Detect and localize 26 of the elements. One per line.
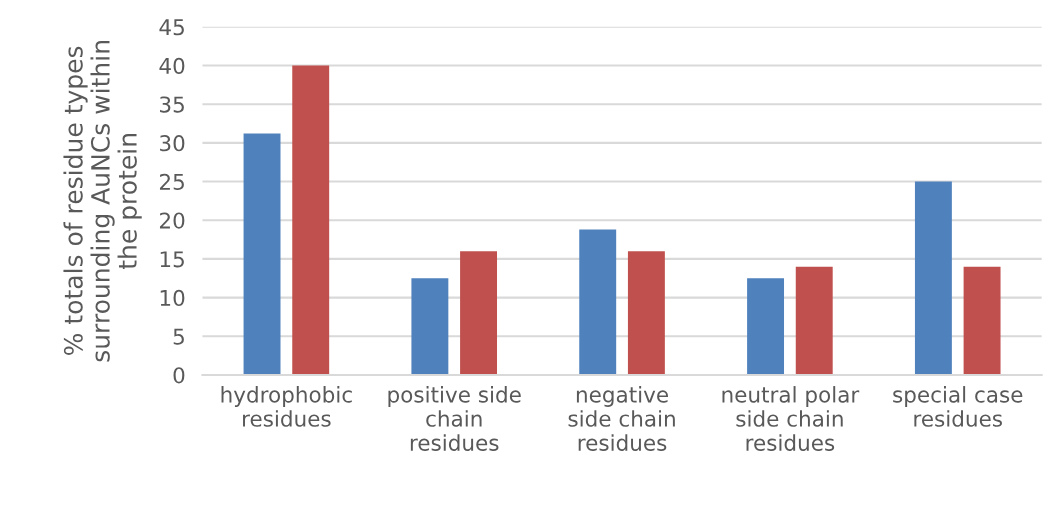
- y-tick-label: 40: [159, 57, 185, 74]
- bar: [579, 229, 617, 375]
- bar: [914, 181, 952, 375]
- bar: [747, 278, 785, 375]
- x-tick-label: negative side chain residues: [568, 386, 675, 451]
- y-tick-label: 20: [159, 212, 185, 229]
- x-tick-label: special case residues: [893, 386, 1023, 427]
- bar: [411, 278, 449, 375]
- y-tick-label: 0: [173, 367, 185, 384]
- y-tick-label: 35: [160, 96, 184, 113]
- bar: [795, 266, 833, 375]
- y-tick-label: 45: [159, 19, 184, 36]
- x-tick-label: hydrophobic residues: [221, 386, 352, 427]
- y-tick-label: 15: [160, 251, 184, 268]
- bar: [627, 251, 665, 375]
- y-tick-label: 10: [160, 289, 185, 307]
- y-tick-label: 30: [160, 135, 185, 152]
- bar: [460, 251, 498, 375]
- bar: [243, 133, 281, 375]
- bar: [963, 266, 1001, 375]
- x-tick-label: neutral polar side chain residues: [722, 386, 860, 451]
- y-axis-title: % totals of residue types surrounding AuNCs within the protein: [63, 41, 142, 362]
- x-tick-label: positive side chain residues: [388, 386, 521, 451]
- bar: [292, 65, 330, 375]
- y-tick-label: 25: [159, 173, 184, 191]
- y-tick-label: 5: [173, 328, 184, 345]
